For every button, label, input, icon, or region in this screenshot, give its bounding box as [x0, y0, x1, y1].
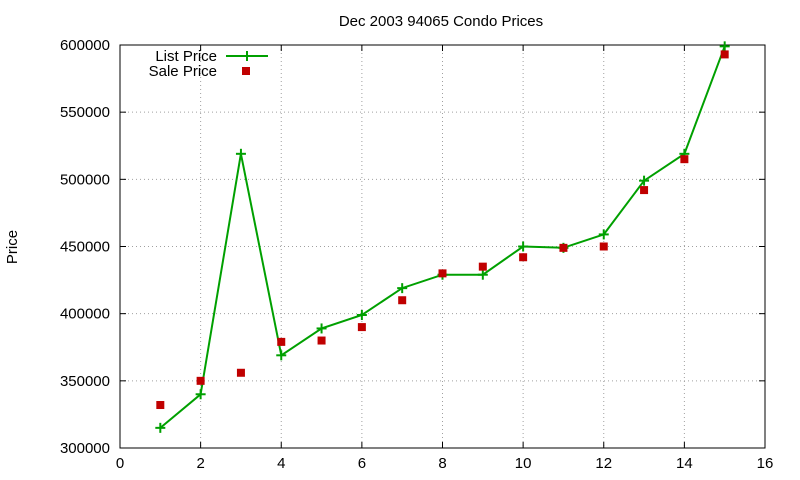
list-price-point	[598, 229, 609, 240]
sale-price-point	[317, 336, 326, 345]
sale-price-point	[156, 401, 165, 410]
sale-price-point	[438, 269, 447, 278]
sale-price-point	[519, 253, 528, 262]
axis-ticks: 0 2 4 6 8 10 12 14 16 300000 350000 400000 450000 500…	[60, 37, 773, 472]
list-price-point	[155, 422, 166, 433]
x-tick-label: 10	[515, 455, 532, 472]
sale-price-point	[640, 186, 649, 195]
x-tick-label: 6	[358, 455, 366, 472]
list-price-point	[276, 350, 287, 361]
chart-title: Dec 2003 94065 Condo Prices	[339, 13, 543, 30]
y-tick-label: 450000	[60, 239, 110, 256]
x-tick-label: 0	[116, 455, 124, 472]
legend-marker-sale-price	[242, 67, 250, 75]
sale-price-point	[599, 242, 608, 251]
sale-price-point	[236, 368, 245, 377]
y-tick-label: 300000	[60, 440, 110, 457]
list-price-point	[356, 310, 367, 321]
grid	[120, 45, 765, 448]
sale-price-point	[720, 50, 729, 59]
list-price-point	[195, 389, 206, 400]
legend: List Price Sale Price	[149, 48, 268, 80]
x-tick-label: 4	[277, 455, 285, 472]
y-tick-label: 350000	[60, 373, 110, 390]
series-sale-price	[156, 50, 729, 410]
y-axis-label: Price	[4, 230, 21, 264]
legend-label-list-price: List Price	[155, 48, 217, 65]
list-price-point	[316, 323, 327, 334]
sale-price-point	[478, 262, 487, 271]
x-tick-label: 16	[757, 455, 774, 472]
list-price-point	[235, 148, 246, 159]
x-tick-label: 12	[595, 455, 612, 472]
y-tick-label: 400000	[60, 306, 110, 323]
list-price-point	[477, 269, 488, 280]
sale-price-point	[196, 376, 205, 385]
list-price-point	[518, 241, 529, 252]
sale-price-point	[559, 243, 568, 252]
legend-label-sale-price: Sale Price	[149, 63, 217, 80]
list-price-point	[719, 41, 730, 52]
list-price-point	[639, 175, 650, 186]
y-tick-label: 550000	[60, 104, 110, 121]
x-tick-label: 14	[676, 455, 693, 472]
y-tick-label: 500000	[60, 171, 110, 188]
sale-price-point	[277, 337, 286, 346]
sale-price-point	[680, 155, 689, 164]
legend-marker-list-price	[242, 51, 252, 61]
sale-price-point	[398, 296, 407, 305]
sale-price-point	[357, 323, 366, 332]
y-tick-label: 600000	[60, 37, 110, 54]
list-price-point	[397, 283, 408, 294]
x-tick-label: 8	[438, 455, 446, 472]
x-tick-label: 2	[196, 455, 204, 472]
